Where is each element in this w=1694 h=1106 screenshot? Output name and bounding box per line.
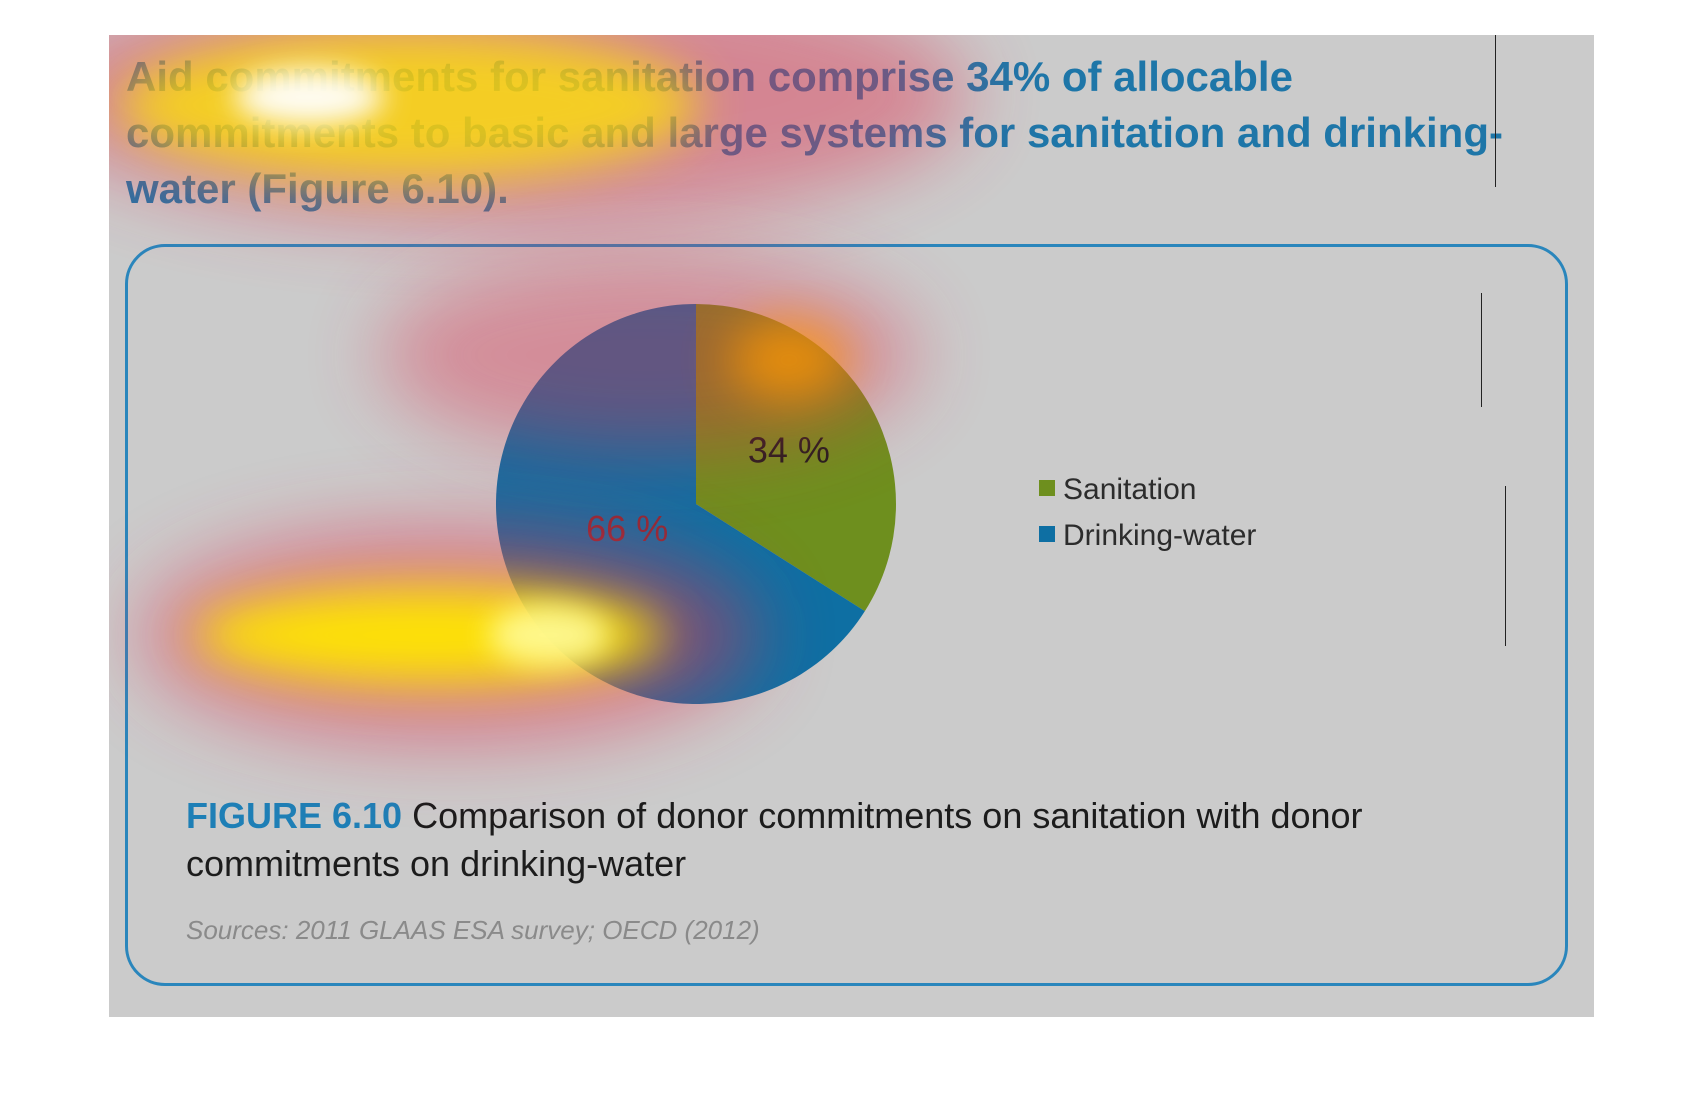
- vertical-rule: [1481, 293, 1482, 407]
- legend-label-sanitation: Sanitation: [1063, 473, 1197, 506]
- report-page: Aid commitments for sanitation comprise …: [109, 35, 1594, 1017]
- pie-data-label-sanitation: 34 %: [748, 429, 830, 470]
- figure-source: Sources: 2011 GLAAS ESA survey; OECD (20…: [186, 915, 760, 945]
- legend-label-drinking-water: Drinking-water: [1063, 519, 1257, 552]
- figure-caption-text: Comparison of donor commitments on sanit…: [186, 795, 1363, 884]
- legend-item-drinking-water: Drinking-water: [1039, 513, 1256, 559]
- chart-legend: Sanitation Drinking-water: [1039, 467, 1256, 559]
- legend-item-sanitation: Sanitation: [1039, 467, 1256, 513]
- vertical-rule: [1505, 486, 1506, 646]
- pie-data-label-drinking-water: 66 %: [586, 508, 668, 549]
- vertical-rule: [1495, 35, 1496, 187]
- legend-swatch-sanitation: [1039, 480, 1055, 497]
- figure-label: FIGURE 6.10: [186, 795, 403, 836]
- legend-swatch-drinking-water: [1039, 526, 1055, 543]
- figure-box: [125, 244, 1568, 986]
- figure-caption: FIGURE 6.10 Comparison of donor commitme…: [186, 792, 1516, 888]
